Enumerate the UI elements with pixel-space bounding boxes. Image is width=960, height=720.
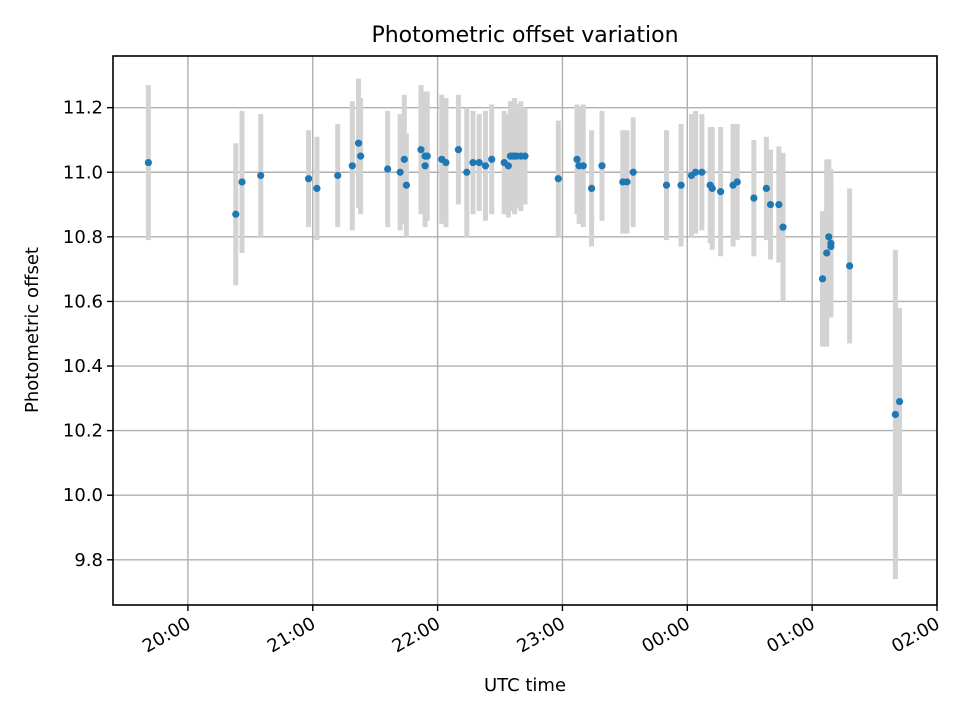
data-point — [423, 152, 431, 160]
data-point — [144, 158, 152, 167]
y-tick-label: 9.8 — [74, 550, 103, 571]
data-point — [384, 165, 392, 173]
data-point — [716, 188, 725, 196]
x-tick-label: 20:00 — [139, 613, 194, 657]
data-point — [692, 168, 700, 176]
x-tick-label: 01:00 — [763, 613, 818, 657]
data-point — [891, 410, 899, 419]
data-point — [400, 155, 408, 163]
data-point — [762, 184, 770, 193]
x-axis-ticks: 20:00 21:00 22:00 23:00 00:00 01:00 02:00 — [139, 605, 944, 657]
data-point — [334, 171, 342, 180]
y-tick-label: 10.4 — [63, 356, 103, 377]
data-point — [521, 152, 529, 160]
data-point — [257, 171, 265, 180]
data-point — [827, 242, 835, 251]
x-tick-label: 22:00 — [389, 613, 444, 657]
data-point — [354, 139, 363, 147]
x-tick-label: 21:00 — [264, 613, 319, 657]
data-point — [504, 162, 512, 170]
data-point — [357, 152, 365, 160]
data-point — [554, 175, 562, 183]
data-point — [587, 184, 596, 193]
data-point — [573, 155, 581, 163]
data-point — [488, 155, 496, 163]
data-point — [313, 184, 321, 193]
data-point — [481, 162, 490, 170]
x-tick-label: 02:00 — [888, 613, 943, 657]
data-point — [463, 168, 471, 176]
data-point — [417, 146, 425, 154]
data-point — [421, 162, 429, 170]
data-point — [708, 184, 716, 193]
data-point — [818, 275, 827, 283]
data-point — [454, 146, 463, 154]
data-point — [775, 200, 783, 209]
y-axis-ticks: 9.8 10.0 10.2 10.4 10.6 10.8 11.0 11.2 — [63, 98, 113, 571]
data-point — [623, 178, 631, 186]
data-point — [469, 158, 477, 167]
data-point — [629, 168, 637, 176]
data-point — [579, 162, 587, 170]
data-point — [779, 223, 787, 231]
data-point — [238, 178, 246, 186]
x-tick-label: 23:00 — [514, 613, 569, 657]
y-axis-label: Photometric offset — [22, 247, 43, 413]
y-tick-label: 10.2 — [63, 421, 103, 442]
x-axis-label: UTC time — [484, 675, 566, 696]
data-point — [304, 175, 313, 183]
y-tick-label: 10.8 — [63, 227, 103, 248]
data-point — [825, 233, 833, 241]
data-point — [846, 262, 854, 270]
chart-title: Photometric offset variation — [371, 23, 678, 48]
x-tick-label: 00:00 — [638, 613, 693, 657]
y-tick-label: 10.0 — [63, 485, 103, 506]
y-tick-label: 11.0 — [63, 162, 103, 183]
data-point — [677, 181, 685, 189]
data-point — [396, 168, 404, 176]
data-points — [144, 139, 904, 419]
plot-frame — [112, 55, 938, 606]
data-point — [895, 397, 904, 406]
data-point — [698, 168, 706, 176]
data-point — [750, 194, 758, 202]
data-point — [662, 181, 671, 189]
data-point — [402, 181, 410, 189]
data-point — [348, 162, 356, 170]
data-point — [442, 158, 450, 167]
data-point — [823, 249, 831, 257]
data-point — [766, 200, 775, 209]
y-tick-label: 11.2 — [63, 98, 103, 119]
y-tick-label: 10.6 — [63, 291, 103, 312]
data-point — [733, 178, 741, 186]
data-point — [598, 162, 606, 170]
data-point — [232, 210, 240, 218]
data-point — [475, 158, 483, 167]
